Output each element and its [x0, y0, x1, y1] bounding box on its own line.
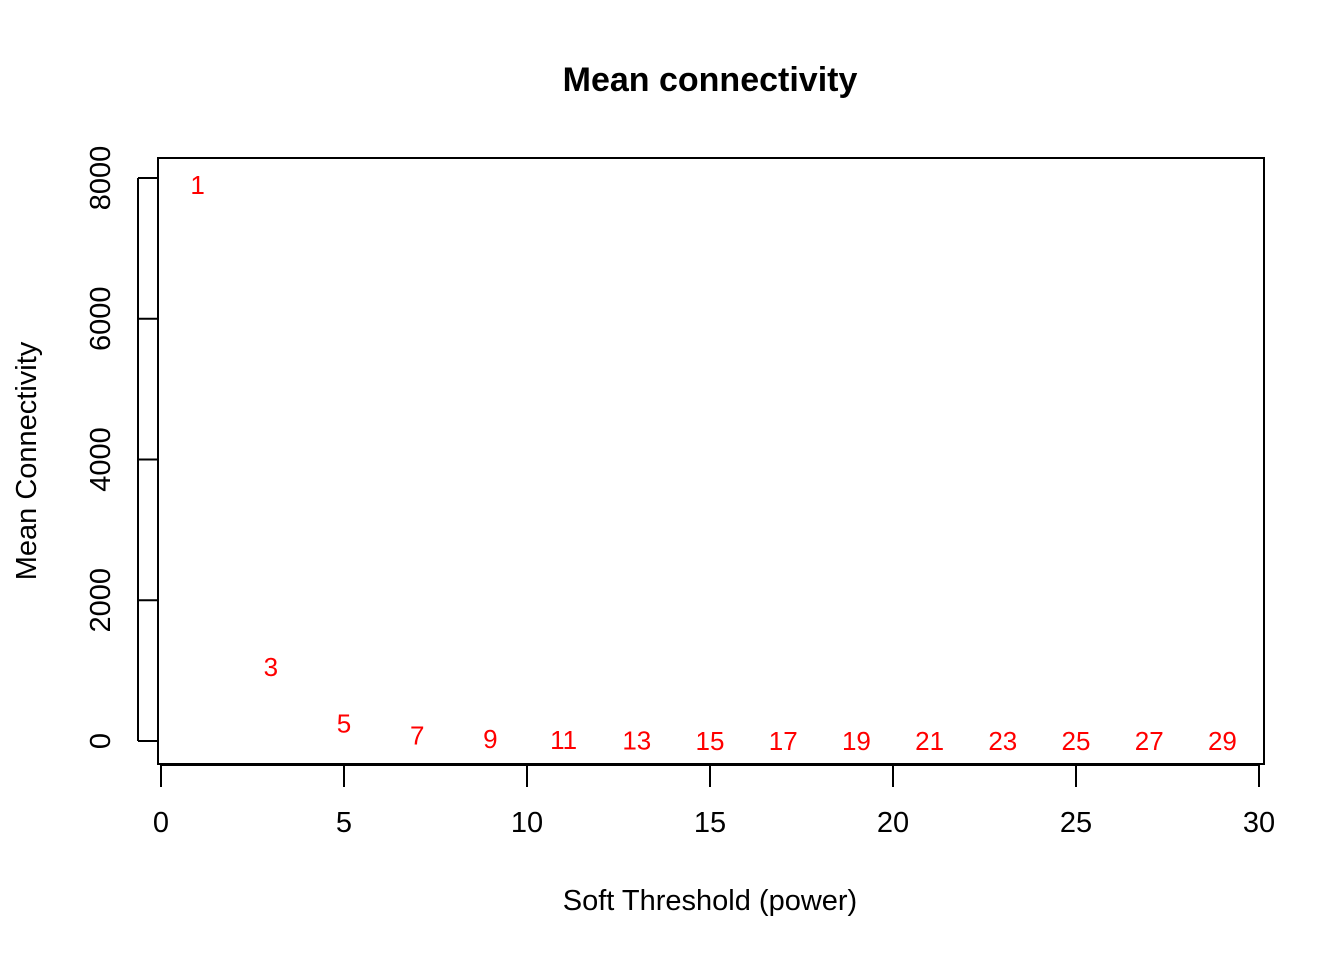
- y-tick-label: 8000: [85, 146, 117, 211]
- y-tick-label: 4000: [85, 427, 117, 492]
- data-point-label: 7: [410, 721, 424, 751]
- data-point-label: 3: [264, 652, 278, 682]
- y-tick-label: 6000: [85, 286, 117, 351]
- chart-title: Mean connectivity: [563, 61, 858, 99]
- data-points: 135 7 9 11 13 15 17 19 21 23 25 27 29: [190, 170, 1236, 756]
- data-point-label: 9: [483, 724, 497, 754]
- data-point-label: 11: [550, 725, 577, 755]
- data-point-label: 15: [696, 726, 725, 756]
- data-point-label: 5: [337, 708, 351, 738]
- data-point-label: 19: [842, 726, 871, 756]
- y-axis: 0 2000 4000 6000 8000: [85, 146, 158, 749]
- x-tick-label: 20: [877, 807, 909, 839]
- plot-frame: [157, 157, 1265, 765]
- y-tick-label: 0: [85, 733, 117, 749]
- y-tick-label: 2000: [85, 568, 117, 633]
- data-point-label: 27: [1135, 726, 1164, 756]
- data-point-label: 21: [915, 726, 944, 756]
- x-tick-label: 0: [153, 807, 169, 839]
- data-point-label: 17: [769, 726, 798, 756]
- x-tick-label: 5: [336, 807, 352, 839]
- x-tick-label: 30: [1243, 807, 1275, 839]
- data-point-label: 1: [190, 170, 204, 200]
- y-axis-label: Mean Connectivity: [11, 341, 43, 580]
- x-tick-label: 15: [694, 807, 726, 839]
- x-axis: 0 5 10 15 20 25 30: [153, 764, 1275, 839]
- x-tick-label: 25: [1060, 807, 1092, 839]
- data-point-label: 29: [1208, 726, 1237, 756]
- data-point-label: 23: [988, 726, 1017, 756]
- data-point-label: 25: [1062, 726, 1091, 756]
- x-axis-label: Soft Threshold (power): [563, 885, 857, 917]
- data-point-label: 13: [622, 726, 651, 756]
- x-tick-label: 10: [511, 807, 543, 839]
